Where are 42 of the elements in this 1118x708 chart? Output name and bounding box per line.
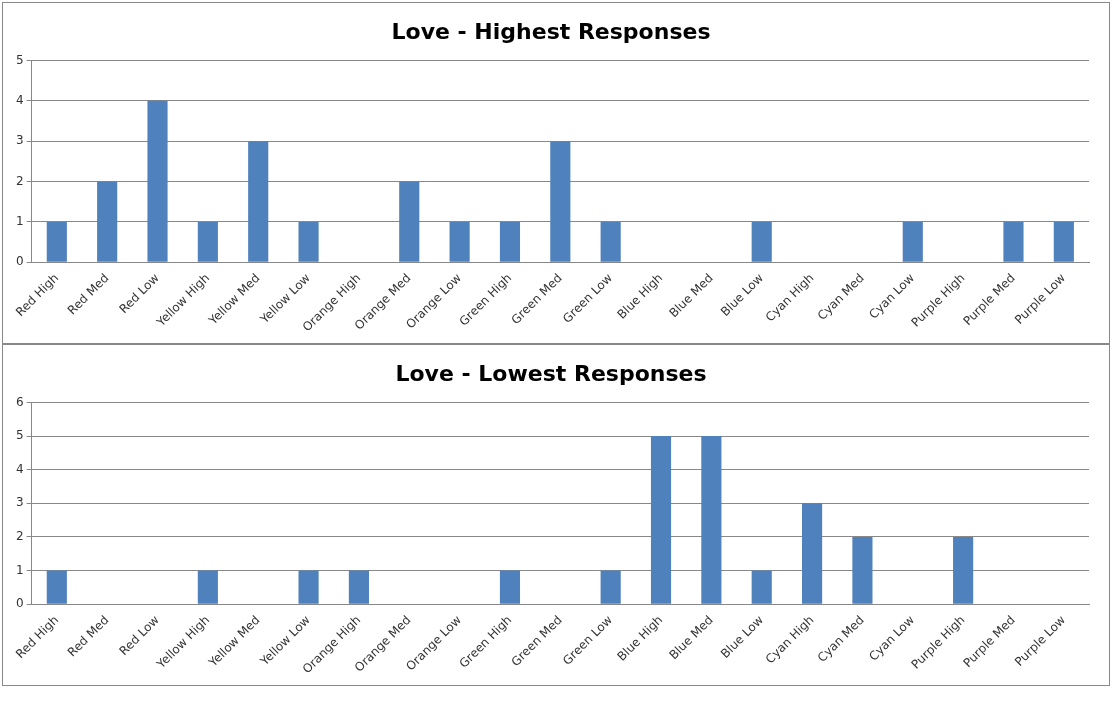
chart-title: Love - Highest Responses bbox=[391, 18, 711, 44]
y-tick-label: 4 bbox=[15, 461, 24, 476]
y-tick-label: 3 bbox=[15, 495, 24, 510]
bar bbox=[298, 221, 319, 262]
y-tick-label: 6 bbox=[15, 394, 24, 409]
bar bbox=[751, 570, 772, 604]
bar bbox=[147, 100, 168, 262]
chart-title: Love - Lowest Responses bbox=[395, 360, 707, 386]
bar bbox=[701, 436, 722, 604]
bar bbox=[600, 570, 621, 604]
bar bbox=[499, 570, 521, 604]
y-tick-label: 5 bbox=[15, 52, 24, 67]
y-tick-label: 0 bbox=[15, 254, 24, 269]
y-tick-label: 2 bbox=[15, 173, 24, 188]
bar bbox=[1003, 221, 1024, 262]
bar bbox=[348, 570, 369, 604]
bar bbox=[751, 221, 772, 262]
bar bbox=[650, 436, 672, 604]
bar bbox=[197, 570, 218, 604]
bar bbox=[197, 221, 218, 262]
bar bbox=[600, 221, 621, 262]
y-tick-label: 2 bbox=[15, 529, 24, 544]
bar bbox=[46, 221, 67, 262]
bar bbox=[248, 141, 269, 262]
bar bbox=[97, 181, 118, 262]
bar bbox=[802, 503, 823, 604]
bar bbox=[499, 221, 521, 262]
bar bbox=[399, 181, 420, 262]
bar bbox=[550, 141, 571, 262]
y-tick-label: 4 bbox=[15, 92, 24, 107]
bar bbox=[449, 221, 470, 262]
bar bbox=[1053, 221, 1074, 262]
y-tick-label: 1 bbox=[15, 562, 24, 577]
bar bbox=[852, 536, 873, 604]
bar bbox=[298, 570, 319, 604]
bar bbox=[953, 536, 974, 604]
y-tick-label: 0 bbox=[15, 596, 24, 611]
y-tick-label: 1 bbox=[15, 214, 24, 229]
bar bbox=[902, 221, 923, 262]
y-tick-label: 3 bbox=[15, 133, 24, 148]
y-tick-label: 5 bbox=[15, 428, 24, 443]
bar bbox=[46, 570, 67, 604]
